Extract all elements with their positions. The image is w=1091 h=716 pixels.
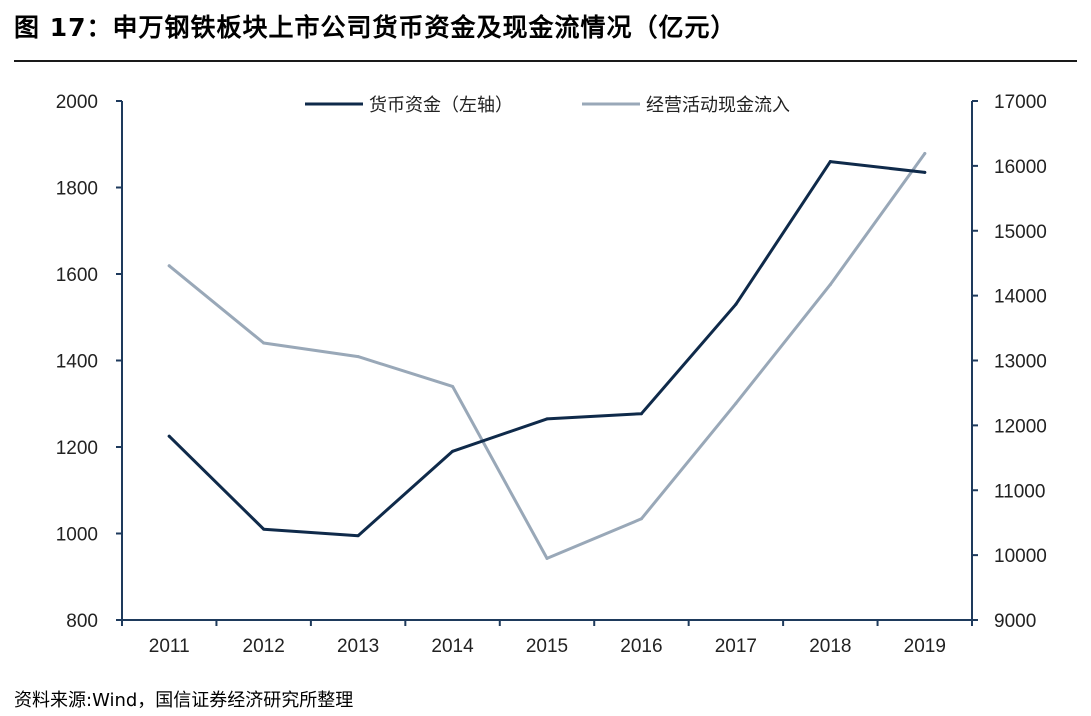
x-tick-label: 2018	[809, 636, 851, 657]
title-divider	[14, 60, 1077, 62]
left-tick-label: 800	[66, 611, 98, 632]
right-tick-label: 17000	[994, 92, 1047, 113]
data-point-operating-inflow	[262, 341, 266, 345]
data-point-operating-inflow	[828, 283, 832, 287]
x-tick-label: 2011	[149, 636, 190, 657]
data-point-cash	[828, 160, 832, 164]
data-point-operating-inflow	[356, 355, 360, 359]
right-tick-label: 14000	[994, 287, 1047, 308]
data-point-operating-inflow	[545, 556, 549, 560]
chart-legend: 货币资金（左轴） 经营活动现金流入	[305, 95, 790, 116]
data-point-operating-inflow	[167, 264, 171, 268]
right-tick-label: 13000	[994, 352, 1047, 373]
data-point-cash	[639, 412, 643, 416]
data-point-operating-inflow	[923, 152, 927, 156]
right-tick-label: 12000	[994, 416, 1047, 437]
source-note: 资料来源:Wind，国信证券经济研究所整理	[14, 690, 354, 711]
data-point-cash	[262, 527, 266, 531]
data-point-operating-inflow	[451, 384, 455, 388]
x-tick-label: 2017	[715, 636, 757, 657]
data-point-cash	[451, 449, 455, 453]
x-tick-label: 2019	[904, 636, 946, 657]
x-tick-label: 2016	[620, 636, 662, 657]
data-point-cash	[356, 534, 360, 538]
data-point-cash	[734, 302, 738, 306]
right-tick-label: 10000	[994, 546, 1047, 567]
left-tick-label: 2000	[56, 92, 98, 113]
x-tick-label: 2015	[526, 636, 568, 657]
legend-label: 货币资金（左轴）	[369, 95, 513, 116]
data-point-cash	[545, 417, 549, 421]
right-tick-label: 9000	[994, 611, 1036, 632]
right-tick-label: 11000	[994, 481, 1045, 502]
data-point-operating-inflow	[639, 517, 643, 521]
left-tick-label: 1400	[56, 352, 98, 373]
legend-label: 经营活动现金流入	[646, 95, 790, 116]
series-line-cash	[167, 160, 927, 538]
right-tick-label: 16000	[994, 157, 1047, 178]
figure-title: 图 17：申万钢铁板块上市公司货币资金及现金流情况（亿元）	[14, 13, 737, 42]
x-tick-label: 2013	[337, 636, 379, 657]
x-tick-label: 2014	[431, 636, 474, 657]
left-tick-label: 1800	[56, 179, 98, 200]
data-point-cash	[167, 434, 171, 438]
series-line-operating-inflow	[167, 152, 927, 560]
left-tick-label: 1200	[56, 438, 98, 459]
data-point-cash	[923, 170, 927, 174]
x-tick-label: 2012	[243, 636, 285, 657]
left-tick-label: 1600	[56, 265, 98, 286]
data-point-operating-inflow	[734, 401, 738, 405]
left-tick-label: 1000	[56, 525, 98, 546]
chart-axes: 800 1000 1200 1400 1600 1800 2000 9000 10000 1100…	[56, 92, 1047, 657]
chart-series	[167, 152, 927, 560]
right-tick-label: 15000	[994, 222, 1047, 243]
